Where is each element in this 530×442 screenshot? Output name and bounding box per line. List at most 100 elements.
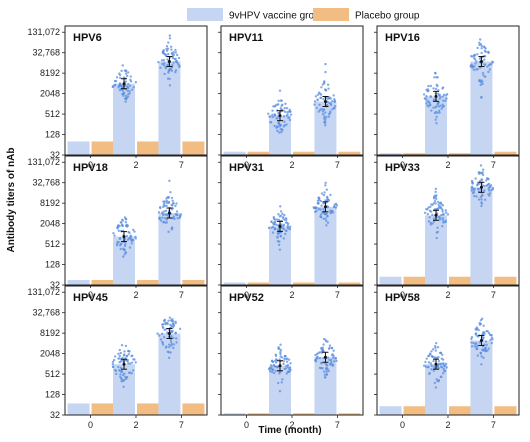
y-tick-label: 128 [45,130,60,140]
vaccine-point [480,47,483,50]
panel-title: HPV45 [73,292,108,304]
vaccine-point [474,332,478,335]
panel-frame [64,155,208,286]
vaccine-point [268,370,272,373]
vaccine-point [117,365,120,369]
vaccine-point [279,99,283,102]
vaccine-point [286,363,290,367]
vaccine-point [327,87,330,90]
vaccine-point [279,210,283,213]
vaccine-point [432,106,435,109]
vaccine-point [437,359,441,363]
placebo-bar [338,413,361,415]
vaccine-point [322,98,325,101]
vaccine-point [165,49,169,52]
vaccine-point [485,179,488,182]
mean-marker [278,114,282,118]
vaccine-point [276,381,280,385]
vaccine-point [280,131,283,134]
vaccine-point [158,217,161,220]
vaccine-point [439,375,443,379]
vaccine-point [118,348,121,352]
vaccine-point [324,181,327,185]
vaccine-point [172,61,175,64]
y-tick-label: 2048 [40,349,60,359]
vaccine-point [434,187,438,191]
vaccine-point [127,371,131,374]
panel-hpv45: HPV45 32 128 512 2048 8192 32,768 131,072 0 2 7 [27,285,208,430]
vaccine-point [481,336,484,339]
vaccine-point [316,355,319,358]
vaccine-point [482,348,485,351]
mean-marker [167,60,171,64]
vaccine-point [484,340,488,343]
vaccine-point [470,335,474,339]
vaccine-point [174,59,178,63]
vaccine-point [488,194,491,197]
vaccine-point [174,70,177,74]
vaccine-point [488,189,491,192]
vaccine-point [128,246,132,249]
vaccine-point [333,100,336,104]
vaccine-point [328,346,331,350]
vaccine-point [126,95,130,98]
vaccine-point [432,197,436,200]
vaccine-point [430,203,433,206]
placebo-bar [403,406,426,415]
vaccine-point [438,111,441,114]
vaccine-point [117,352,120,356]
vaccine-point [481,82,484,86]
vaccine-point [442,99,445,102]
vaccine-point [435,236,438,240]
vaccine-point [276,232,280,235]
vaccine-point [166,77,170,80]
vaccine-point [168,179,171,183]
vaccine-point [440,366,444,369]
x-tick-label: 7 [491,290,496,300]
vaccine-point [272,364,275,367]
vaccine-point [326,221,330,224]
vaccine-point [122,385,125,389]
vaccine-point [274,369,277,373]
vaccine-point [330,346,334,350]
vaccine-bar [113,364,135,415]
x-tick-label: 2 [289,160,294,170]
vaccine-point [121,89,125,93]
x-tick-label: 2 [133,420,138,430]
vaccine-point [328,344,332,347]
vaccine-point [481,72,485,75]
y-tick-label: 128 [45,390,60,400]
vaccine-point [113,234,116,237]
vaccine-point [329,358,333,362]
vaccine-point [170,330,174,333]
vaccine-point [442,372,445,375]
panel-title: HPV18 [73,162,108,174]
x-tick-label: 2 [445,160,450,170]
vaccine-point [289,362,292,365]
vaccine-point [427,84,430,88]
vaccine-point [286,366,290,369]
vaccine-point [123,372,126,375]
vaccine-point [322,207,325,211]
vaccine-point [478,79,481,83]
vaccine-point [486,65,489,68]
vaccine-point [167,195,170,199]
vaccine-point [267,112,270,115]
vaccine-point [125,74,129,78]
vaccine-point [170,228,173,231]
vaccine-point [163,318,167,322]
vaccine-point [433,381,437,385]
y-tick-label: 512 [45,239,60,249]
vaccine-point [122,378,126,382]
vaccine-point [479,38,482,41]
vaccine-point [118,72,121,75]
placebo-bar [403,276,426,285]
vaccine-point [440,107,443,110]
vaccine-point [481,193,484,197]
vaccine-point [436,111,439,115]
vaccine-point [321,113,325,116]
vaccine-point [130,242,133,245]
vaccine-point [485,343,488,346]
vaccine-point [481,168,485,171]
vaccine-point [289,113,293,116]
